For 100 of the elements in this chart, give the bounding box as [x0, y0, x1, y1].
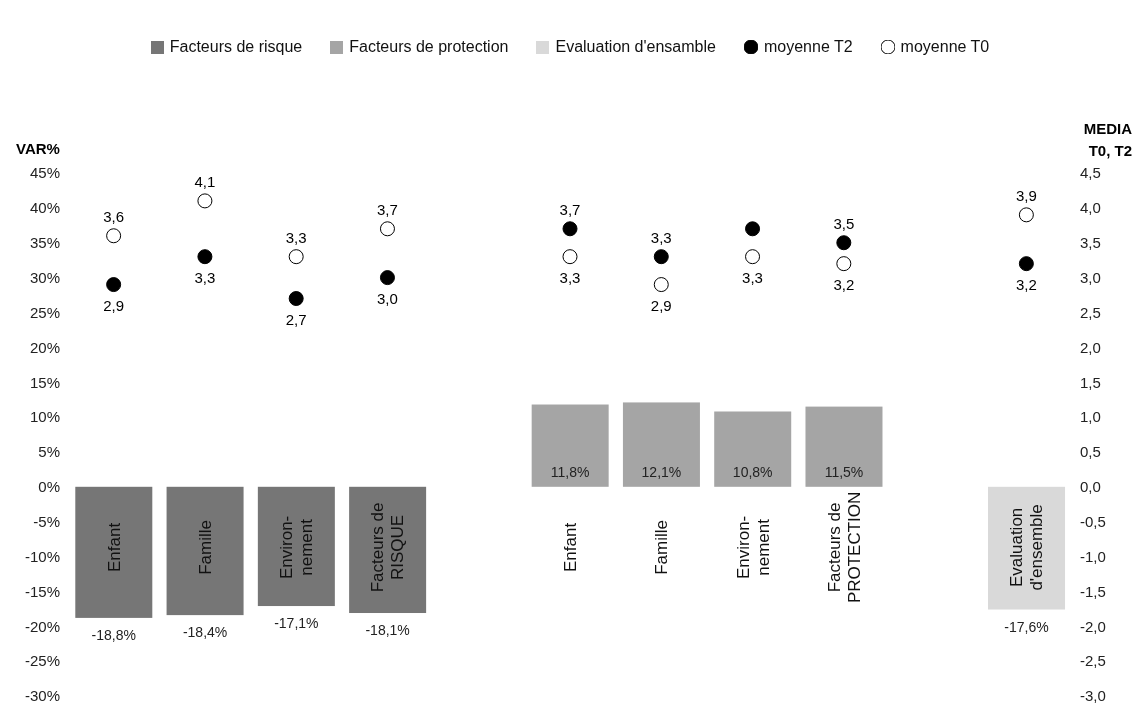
x-tick-label: Famille — [652, 520, 672, 575]
x-tick-label: Famille — [195, 520, 215, 575]
y-tick-label: -10% — [24, 547, 60, 565]
point — [1018, 256, 1034, 272]
data-label: -17,1% — [274, 615, 319, 632]
data-label: 3,3 — [650, 228, 672, 246]
bar — [166, 486, 244, 616]
y-tick-label: 5% — [38, 443, 60, 461]
data-label: 3,6 — [103, 207, 125, 225]
data-label: -17,6% — [1004, 618, 1049, 635]
point — [106, 228, 122, 244]
y2-tick-label: -1,0 — [1080, 547, 1106, 565]
y2-tick-label: -2,0 — [1080, 617, 1106, 635]
point — [745, 249, 761, 265]
legend-label: moyenne T0 — [900, 38, 990, 56]
data-label: 3,3 — [742, 268, 763, 286]
legend-label: moyenne T2 — [763, 38, 853, 56]
bar — [75, 486, 153, 618]
y2-tick-label: 1,5 — [1080, 373, 1101, 391]
data-label: 4,1 — [194, 172, 216, 190]
data-label: 3,2 — [833, 275, 855, 293]
point — [106, 277, 122, 293]
x-tick-label: Environ- nement — [733, 515, 773, 580]
x-tick-label: Evaluation d'ensemble — [1007, 504, 1047, 591]
y2-tick-label: 0,5 — [1080, 443, 1101, 461]
point — [379, 221, 395, 237]
y2-tick-label: 4,0 — [1080, 199, 1101, 217]
y2-tick-label: 3,5 — [1080, 234, 1101, 252]
y-tick-label: -25% — [24, 652, 60, 670]
data-label: 3,7 — [559, 200, 581, 218]
data-label: 12,1% — [641, 463, 682, 480]
data-label: -18,8% — [91, 626, 136, 643]
y-tick-label: 20% — [29, 338, 60, 356]
y-tick-label: 45% — [29, 164, 60, 182]
y-tick-label: 15% — [29, 373, 60, 391]
y-tick-label: -20% — [24, 617, 60, 635]
data-label: 3,2 — [1015, 275, 1037, 293]
point — [197, 249, 213, 265]
x-tick-label: Enfant — [104, 522, 124, 572]
bar — [714, 411, 792, 487]
point — [379, 270, 395, 286]
y2-tick-label: 2,5 — [1080, 303, 1101, 321]
x-tick-label: Environ- nement — [277, 515, 317, 580]
y-tick-label: 25% — [29, 303, 60, 321]
y2-tick-label: 4,5 — [1080, 164, 1101, 182]
data-label: 3,3 — [285, 228, 307, 246]
y-axis-title: VAR% — [16, 140, 60, 157]
y-tick-label: -15% — [24, 582, 60, 600]
y-tick-label: 10% — [29, 408, 60, 426]
data-label: -18,1% — [365, 622, 410, 639]
data-label: 3,3 — [559, 268, 581, 286]
y2-tick-label: 0,0 — [1080, 478, 1101, 496]
data-label: 3,0 — [377, 289, 398, 307]
y-tick-label: -5% — [33, 512, 60, 530]
y2-tick-label: -3,0 — [1080, 687, 1106, 705]
y-tick-label: -30% — [24, 687, 60, 705]
x-tick-label: Enfant — [561, 522, 580, 572]
y2-tick-label: 1,0 — [1080, 408, 1101, 426]
point — [562, 221, 578, 237]
data-label: 2,7 — [285, 310, 307, 328]
bar — [531, 404, 609, 487]
data-label: 11,8% — [550, 463, 590, 480]
data-label: 2,9 — [103, 296, 125, 314]
bar — [257, 486, 335, 607]
y2-tick-label: -1,5 — [1080, 582, 1106, 600]
data-label: 3,7 — [377, 200, 398, 218]
data-label: 3,5 — [833, 214, 855, 232]
y2-tick-label: -0,5 — [1080, 512, 1106, 530]
x-tick-label: Facteurs de PROTECTION — [824, 491, 864, 604]
y2-tick-label: -2,5 — [1080, 652, 1106, 670]
point — [836, 235, 852, 251]
bar — [349, 486, 427, 614]
point — [197, 193, 213, 209]
legend-label: Facteurs de protection — [349, 38, 509, 56]
bar — [622, 402, 700, 487]
y2-tick-label: 3,0 — [1080, 268, 1101, 286]
data-label: 3,9 — [1015, 186, 1037, 204]
point — [745, 221, 761, 237]
legend-label: Facteurs de risque — [169, 38, 303, 56]
point — [653, 249, 669, 265]
x-tick-label: Facteurs de RISQUE — [368, 502, 408, 593]
data-label: 10,8% — [732, 463, 773, 480]
bar — [805, 406, 883, 487]
y2-tick-label: 2,0 — [1080, 338, 1101, 356]
data-label: 3,3 — [194, 268, 216, 286]
y-tick-label: 35% — [29, 234, 60, 252]
legend-label: Evaluation d'ensamble — [555, 38, 716, 56]
y-tick-label: 0% — [38, 478, 60, 496]
y2-axis-title: MEDIA T0, T2 — [1082, 119, 1132, 161]
point — [562, 249, 578, 265]
point — [653, 277, 669, 293]
bar — [988, 486, 1066, 610]
point — [288, 291, 304, 307]
point — [836, 256, 852, 272]
point — [288, 249, 304, 265]
data-label: 2,9 — [650, 296, 672, 314]
point — [1018, 207, 1034, 223]
y-tick-label: 30% — [29, 268, 60, 286]
data-label: 11,5% — [824, 463, 864, 480]
data-label: -18,4% — [182, 624, 228, 641]
